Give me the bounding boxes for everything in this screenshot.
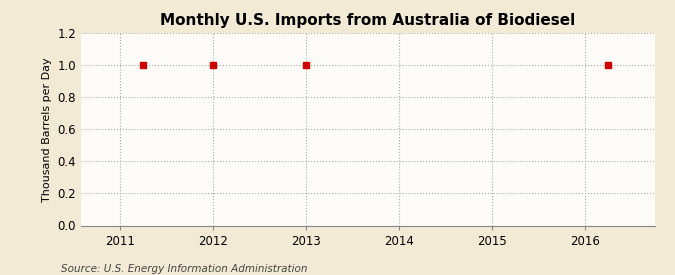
Title: Monthly U.S. Imports from Australia of Biodiesel: Monthly U.S. Imports from Australia of B…: [160, 13, 576, 28]
Text: Source: U.S. Energy Information Administration: Source: U.S. Energy Information Administ…: [61, 264, 307, 274]
Y-axis label: Thousand Barrels per Day: Thousand Barrels per Day: [42, 57, 52, 202]
